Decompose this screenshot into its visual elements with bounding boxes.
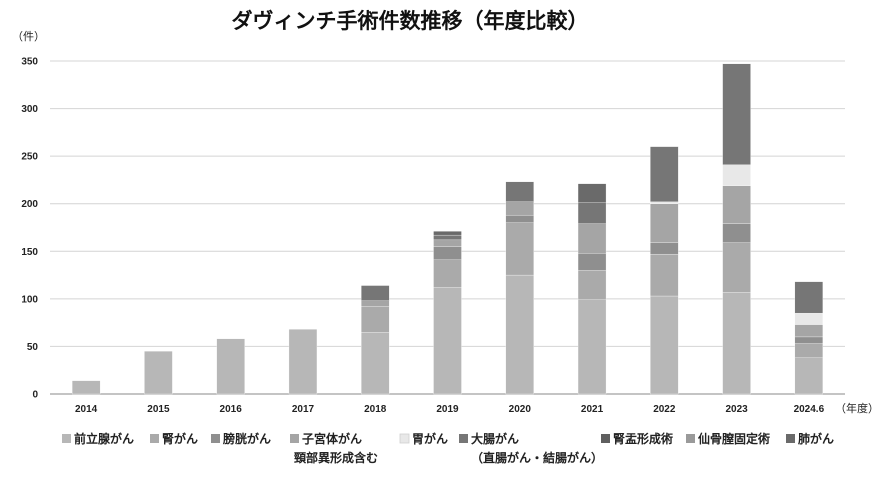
bar-segment: [650, 203, 679, 243]
legend-label: 腎盂形成術: [613, 431, 673, 446]
y-axis-ticks: 0 50 100 150 200 250 300 350: [21, 57, 38, 401]
bar-segment: [794, 343, 824, 358]
legend-swatch: [459, 434, 468, 443]
legend-label: 子宮体がん: [302, 431, 362, 446]
legend-label: 肺がん: [798, 431, 834, 446]
bar-segment: [577, 223, 607, 254]
bar-segment: [722, 63, 751, 165]
x-tick-label: 2017: [292, 404, 315, 415]
y-tick-label: 0: [32, 390, 38, 401]
bar-segment: [794, 324, 824, 338]
legend-swatch: [601, 434, 610, 443]
legend-swatch: [399, 433, 410, 444]
x-tick-label: 2019: [436, 404, 459, 415]
legend-label: 大腸がん: [471, 431, 519, 446]
bar-segment: [794, 281, 824, 314]
y-tick-label: 50: [27, 342, 39, 353]
x-tick-label: 2022: [653, 404, 676, 415]
legend-label: 胃がん: [412, 431, 448, 446]
bar-segment: [577, 253, 607, 271]
x-axis-unit-label: （年度）: [835, 401, 879, 415]
bar-segment: [722, 223, 751, 243]
bar-segment: [650, 201, 679, 204]
legend-swatch: [786, 434, 795, 443]
x-tick-label: 2023: [725, 404, 748, 415]
bar-segment: [722, 164, 751, 186]
legend-label: 膀胱がん: [222, 431, 271, 446]
legend-label-line2: （直腸がん・結腸がん）: [471, 450, 603, 465]
bar-segment: [288, 329, 318, 395]
bar-segment: [433, 239, 462, 247]
bar-segment: [361, 332, 390, 395]
legend-label: 腎がん: [162, 431, 198, 446]
y-tick-label: 300: [21, 104, 38, 115]
bar-segment: [433, 231, 462, 236]
y-tick-label: 150: [21, 247, 38, 258]
bar-segment: [650, 295, 679, 395]
bar-segment: [433, 246, 462, 260]
legend-swatch: [290, 434, 299, 443]
bar-segment: [650, 253, 679, 297]
y-tick-label: 250: [21, 152, 38, 163]
y-tick-label: 350: [21, 57, 38, 68]
legend-swatch: [150, 434, 159, 443]
bar-segment: [577, 202, 607, 224]
legend-label-line2: 頸部異形成含む: [294, 450, 378, 465]
legend-swatch: [686, 434, 695, 443]
x-tick-label: 2014: [75, 404, 98, 415]
bar-segment: [650, 146, 679, 202]
bar-segment: [577, 183, 607, 203]
legend-swatch: [211, 434, 220, 443]
bar-segment: [505, 274, 534, 395]
bar-segment: [361, 300, 390, 307]
bar-segment: [361, 285, 390, 301]
bars: [71, 63, 824, 395]
bar-segment: [433, 234, 462, 241]
chart-title: ダヴィンチ手術件数推移（年度比較）: [232, 9, 589, 33]
bar-segment: [794, 312, 824, 325]
bar-segment: [722, 292, 751, 395]
legend-swatch: [62, 434, 71, 443]
bar-segment: [794, 336, 824, 344]
y-tick-label: 100: [21, 294, 38, 305]
bar-segment: [650, 242, 679, 255]
legend-label: 前立腺がん: [74, 431, 134, 446]
bar-segment: [216, 338, 245, 395]
bar-segment: [577, 270, 607, 300]
x-tick-label: 2021: [581, 404, 604, 415]
x-tick-label: 2020: [509, 404, 532, 415]
y-tick-label: 200: [21, 199, 38, 210]
y-axis-unit-label: （件）: [12, 30, 45, 43]
bar-segment: [71, 380, 101, 395]
x-tick-label: 2018: [364, 404, 387, 415]
x-axis-ticks: 2014 2015 2016 2017 2018 2019 2020 2021 2022 2023…: [75, 404, 825, 415]
bar-segment: [144, 351, 173, 395]
x-tick-label: 2015: [147, 404, 170, 415]
legend-label: 仙骨膣固定術: [698, 431, 770, 446]
bar-segment: [722, 242, 751, 293]
bar-segment: [794, 357, 824, 395]
bar-segment: [722, 185, 751, 224]
bar-segment: [361, 306, 390, 333]
bar-segment: [505, 222, 534, 276]
bar-segment: [505, 201, 534, 216]
bar-segment: [433, 287, 462, 395]
bar-segment: [505, 181, 534, 202]
bar-segment: [433, 259, 462, 288]
bar-segment: [505, 214, 534, 223]
bar-segment: [577, 299, 607, 395]
x-tick-label: 2016: [220, 404, 243, 415]
x-tick-label: 2024.6: [794, 404, 825, 415]
